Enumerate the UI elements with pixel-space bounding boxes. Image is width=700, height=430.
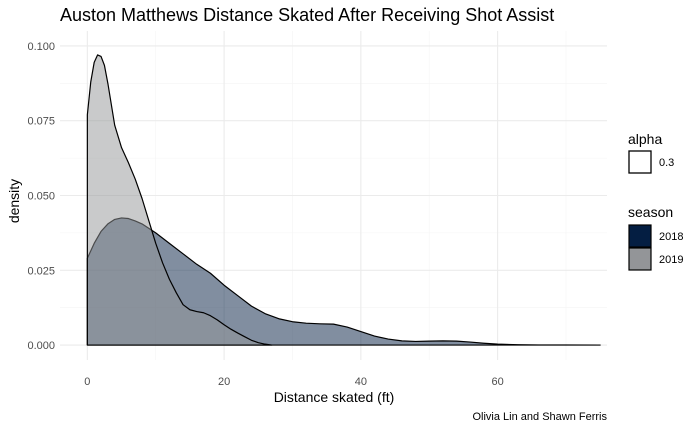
y-tick-label: 0.075 [27,116,55,128]
y-axis-title: density [6,179,22,223]
x-axis-ticks: 0 20 40 60 [84,376,503,388]
y-tick-label: 0.000 [27,340,55,352]
x-tick-label: 20 [218,376,230,388]
legend-alpha-label: 0.3 [659,157,674,169]
plot-panel [60,31,607,360]
y-tick-label: 0.025 [27,265,55,277]
series-layer [86,54,601,346]
chart-caption: Olivia Lin and Shawn Ferris [472,411,607,423]
y-tick-label: 0.050 [27,191,55,203]
legend-season-2018-key [628,224,652,248]
legend-season-2019-key [628,247,652,271]
x-tick-label: 0 [84,376,90,388]
chart-title: Auston Matthews Distance Skated After Re… [60,5,554,25]
legend-season-2019-label: 2019 [659,254,683,266]
y-axis-ticks: 0.000 0.025 0.050 0.075 0.100 [27,41,55,352]
legend-season-2018-label: 2018 [659,231,683,243]
legend-alpha-title: alpha [628,131,662,147]
x-tick-label: 40 [355,376,367,388]
density-area-2019 [86,54,273,346]
legend-season-title: season [628,204,673,220]
legend-alpha-key [628,150,652,174]
legend: alpha 0.3 season 2018 2019 [628,131,683,271]
y-tick-label: 0.100 [27,41,55,53]
x-axis-title: Distance skated (ft) [274,389,395,405]
x-tick-label: 60 [491,376,503,388]
